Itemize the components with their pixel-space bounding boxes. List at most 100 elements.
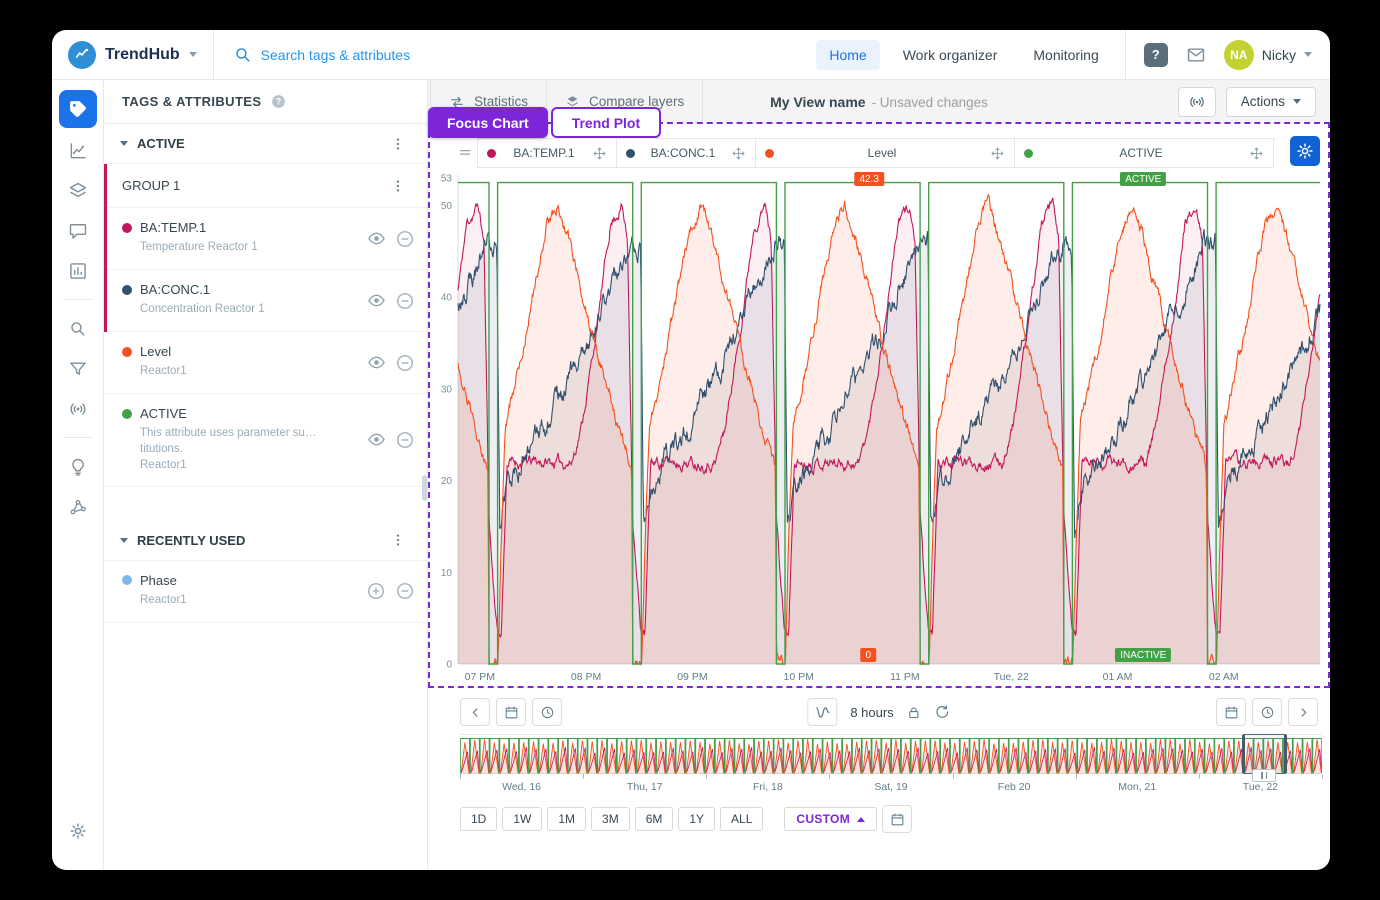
svg-text:?: ? xyxy=(276,96,281,106)
tool-tab-statistics[interactable]: Statistics xyxy=(430,80,548,123)
section-menu-button[interactable] xyxy=(385,527,411,553)
legend-item-ba-conc-1[interactable]: BA:CONC.1 xyxy=(616,138,756,168)
brand-caret-icon xyxy=(188,52,197,57)
tag-row-ba-conc-1[interactable]: BA:CONC.1 Concentration Reactor 1 xyxy=(104,270,427,332)
chart-annotation-42-3: 42.3 xyxy=(854,172,884,186)
custom-calendar-button[interactable] xyxy=(882,805,912,833)
tool-tab-compare-layers[interactable]: Compare layers xyxy=(547,80,704,123)
view-header-actions: Actions xyxy=(1177,86,1330,117)
nav-work-organizer[interactable]: Work organizer xyxy=(902,46,998,63)
rail-item-context[interactable] xyxy=(59,489,97,524)
day-tick xyxy=(706,774,708,779)
preset-1y[interactable]: 1Y xyxy=(678,807,716,831)
visibility-toggle[interactable] xyxy=(367,291,386,310)
remove-tag-button[interactable] xyxy=(395,353,415,373)
section-collapse-icon[interactable] xyxy=(120,141,128,146)
rail-item-search[interactable] xyxy=(59,311,97,346)
main-area: Statistics Compare layers My View name - … xyxy=(428,80,1330,870)
legend-item-level[interactable]: Level xyxy=(755,138,1015,168)
visibility-toggle[interactable] xyxy=(367,229,386,248)
remove-tag-button[interactable] xyxy=(395,581,415,601)
tag-row-active[interactable]: ACTIVE This attribute uses parameter su… … xyxy=(104,394,427,487)
icon-rail xyxy=(52,80,104,870)
actions-caret-icon xyxy=(1293,99,1301,104)
lock-duration-icon[interactable] xyxy=(907,705,922,720)
rail-item-filters[interactable] xyxy=(59,351,97,386)
tab-trend-plot[interactable]: Trend Plot xyxy=(550,107,662,138)
rail-item-trend[interactable] xyxy=(59,133,97,168)
panel-resize-handle[interactable] xyxy=(422,475,427,501)
legend-item-ba-temp-1[interactable]: BA:TEMP.1 xyxy=(477,138,617,168)
day-tick xyxy=(952,774,954,779)
tag-color-dot xyxy=(122,222,132,233)
trend-plot[interactable]: 0 10 20 30 40 50 53 07 PM 08 PM 09 PM 10 PM 11 PM Tu… xyxy=(432,170,1328,686)
drag-handle-icon[interactable] xyxy=(990,146,1005,161)
chart-annotation-active: ACTIVE xyxy=(1120,172,1167,186)
day-label: Fri, 18 xyxy=(752,781,783,793)
svg-text:02 AM: 02 AM xyxy=(1209,671,1239,683)
remove-tag-button[interactable] xyxy=(395,229,415,249)
search-input[interactable] xyxy=(260,46,784,63)
strip-selection-grip[interactable] xyxy=(1252,769,1277,782)
preset-1w[interactable]: 1W xyxy=(502,807,543,831)
reset-time-icon[interactable] xyxy=(935,704,951,720)
svg-text:01 AM: 01 AM xyxy=(1103,671,1133,683)
section-collapse-icon[interactable] xyxy=(120,537,128,543)
drag-handle-icon[interactable] xyxy=(1249,146,1264,161)
preset-1d[interactable]: 1D xyxy=(460,807,498,831)
context-strip[interactable] xyxy=(460,734,1322,782)
add-tag-button[interactable] xyxy=(366,581,386,601)
preset-all[interactable]: ALL xyxy=(720,807,764,831)
visibility-toggle[interactable] xyxy=(367,353,386,372)
time-start-button[interactable] xyxy=(532,698,562,726)
pan-right-button[interactable] xyxy=(1288,698,1318,726)
legend-item-active[interactable]: ACTIVE xyxy=(1014,138,1274,168)
rail-item-dashboard[interactable] xyxy=(59,253,97,288)
visibility-toggle[interactable] xyxy=(367,430,386,449)
tag-row-ba-temp-1[interactable]: BA:TEMP.1 Temperature Reactor 1 xyxy=(104,208,427,270)
drag-handle-icon[interactable] xyxy=(592,146,607,161)
wave-tool-button[interactable] xyxy=(807,698,838,726)
pan-left-button[interactable] xyxy=(460,698,490,726)
rail-item-layers[interactable] xyxy=(59,173,97,208)
day-tick xyxy=(1075,774,1077,779)
day-label: Wed, 16 xyxy=(502,781,542,793)
rail-item-comments[interactable] xyxy=(59,213,97,248)
section-menu-button[interactable] xyxy=(385,131,411,157)
rail-item-tips[interactable] xyxy=(59,449,97,484)
legend-menu-icon[interactable] xyxy=(458,146,472,160)
day-label: Sat, 19 xyxy=(874,781,908,793)
time-end-button[interactable] xyxy=(1252,698,1282,726)
remove-tag-button[interactable] xyxy=(395,291,415,311)
brand-menu[interactable]: TrendHub xyxy=(52,40,213,69)
calendar-start-button[interactable] xyxy=(496,698,526,726)
preset-6m[interactable]: 6M xyxy=(634,807,674,831)
broadcast-button[interactable] xyxy=(1177,86,1216,117)
tag-actions xyxy=(366,581,415,601)
help-button[interactable]: ? xyxy=(1143,42,1168,67)
custom-range-button[interactable]: CUSTOM xyxy=(784,807,877,831)
panel-help-icon[interactable]: ? xyxy=(270,93,287,110)
nav-monitoring[interactable]: Monitoring xyxy=(1033,46,1099,63)
user-menu[interactable]: NA Nicky xyxy=(1223,39,1330,70)
rail-item-monitors[interactable] xyxy=(59,391,97,426)
group-menu-button[interactable] xyxy=(385,173,411,199)
rail-item-settings[interactable] xyxy=(59,813,97,848)
drag-handle-icon[interactable] xyxy=(731,146,746,161)
preset-1m[interactable]: 1M xyxy=(547,807,587,831)
nav-home[interactable]: Home xyxy=(816,39,880,70)
tag-row-phase[interactable]: Phase Reactor1 xyxy=(104,561,427,623)
tag-row-level[interactable]: Level Reactor1 xyxy=(104,332,427,394)
group-header[interactable]: GROUP 1 xyxy=(104,164,427,208)
actions-button[interactable]: Actions xyxy=(1225,86,1316,117)
mail-button[interactable] xyxy=(1186,45,1206,65)
view-tools: Statistics Compare layers xyxy=(428,80,704,123)
chart-settings-button[interactable] xyxy=(1290,136,1320,166)
strip-selection[interactable] xyxy=(1241,734,1287,782)
remove-tag-button[interactable] xyxy=(395,430,415,450)
rail-item-tags[interactable] xyxy=(58,90,97,128)
preset-3m[interactable]: 3M xyxy=(591,807,630,831)
calendar-end-button[interactable] xyxy=(1216,698,1246,726)
tab-focus-chart[interactable]: Focus Chart xyxy=(428,107,548,138)
tag-head: BA:CONC.1 xyxy=(122,282,355,297)
